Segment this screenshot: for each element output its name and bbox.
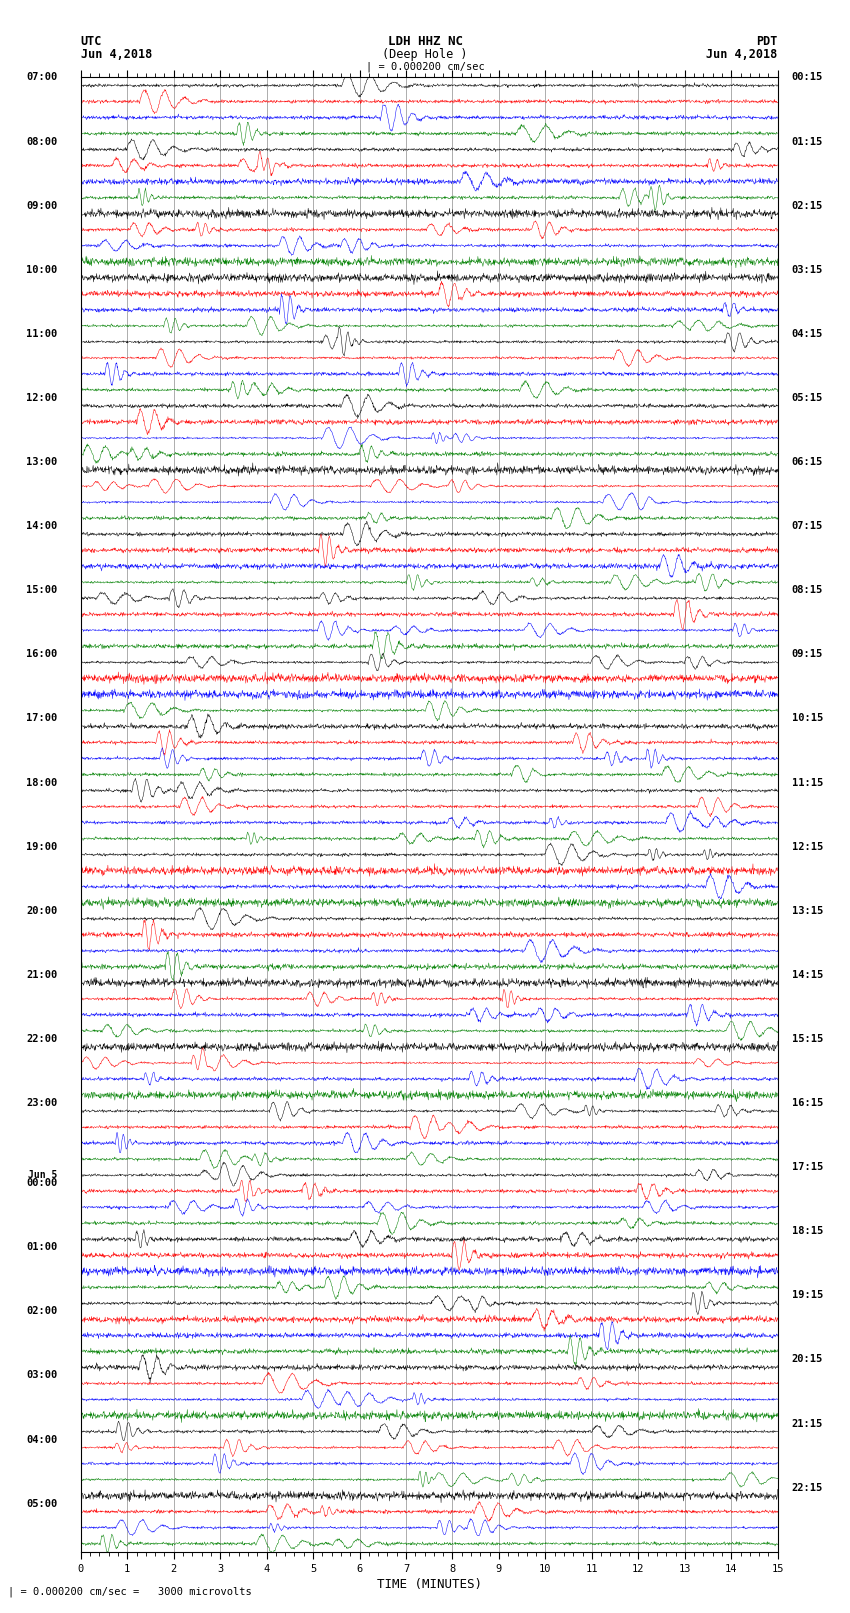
Text: Jun 4,2018: Jun 4,2018	[81, 48, 152, 61]
Text: 19:00: 19:00	[26, 842, 58, 852]
Text: 02:00: 02:00	[26, 1307, 58, 1316]
Text: 03:00: 03:00	[26, 1371, 58, 1381]
Text: 00:00: 00:00	[26, 1177, 58, 1189]
Text: 02:15: 02:15	[791, 200, 823, 211]
Text: 12:15: 12:15	[791, 842, 823, 852]
Text: 15:15: 15:15	[791, 1034, 823, 1044]
Text: 13:00: 13:00	[26, 456, 58, 468]
Text: 03:15: 03:15	[791, 265, 823, 274]
Text: 16:15: 16:15	[791, 1098, 823, 1108]
Text: 18:15: 18:15	[791, 1226, 823, 1236]
Text: 14:00: 14:00	[26, 521, 58, 531]
Text: 06:15: 06:15	[791, 456, 823, 468]
X-axis label: TIME (MINUTES): TIME (MINUTES)	[377, 1578, 482, 1590]
Text: 20:15: 20:15	[791, 1355, 823, 1365]
Text: 12:00: 12:00	[26, 394, 58, 403]
Text: 20:00: 20:00	[26, 907, 58, 916]
Text: 08:00: 08:00	[26, 137, 58, 147]
Text: 11:15: 11:15	[791, 777, 823, 787]
Text: 09:00: 09:00	[26, 200, 58, 211]
Text: 17:00: 17:00	[26, 713, 58, 723]
Text: PDT: PDT	[756, 35, 778, 48]
Text: 10:00: 10:00	[26, 265, 58, 274]
Text: 07:15: 07:15	[791, 521, 823, 531]
Text: 18:00: 18:00	[26, 777, 58, 787]
Text: 22:00: 22:00	[26, 1034, 58, 1044]
Text: 21:00: 21:00	[26, 969, 58, 979]
Text: 00:15: 00:15	[791, 73, 823, 82]
Text: 21:15: 21:15	[791, 1418, 823, 1429]
Text: (Deep Hole ): (Deep Hole )	[382, 48, 468, 61]
Text: | = 0.000200 cm/sec =   3000 microvolts: | = 0.000200 cm/sec = 3000 microvolts	[8, 1586, 252, 1597]
Text: Jun 5: Jun 5	[28, 1169, 58, 1181]
Text: 13:15: 13:15	[791, 907, 823, 916]
Text: 22:15: 22:15	[791, 1482, 823, 1492]
Text: 01:15: 01:15	[791, 137, 823, 147]
Text: Jun 4,2018: Jun 4,2018	[706, 48, 778, 61]
Text: 05:15: 05:15	[791, 394, 823, 403]
Text: 16:00: 16:00	[26, 650, 58, 660]
Text: 08:15: 08:15	[791, 586, 823, 595]
Text: 09:15: 09:15	[791, 650, 823, 660]
Text: 01:00: 01:00	[26, 1242, 58, 1252]
Text: 17:15: 17:15	[791, 1161, 823, 1173]
Text: 23:00: 23:00	[26, 1098, 58, 1108]
Text: 05:00: 05:00	[26, 1498, 58, 1508]
Text: 04:15: 04:15	[791, 329, 823, 339]
Text: | = 0.000200 cm/sec: | = 0.000200 cm/sec	[366, 61, 484, 73]
Text: 10:15: 10:15	[791, 713, 823, 723]
Text: LDH HHZ NC: LDH HHZ NC	[388, 35, 462, 48]
Text: 11:00: 11:00	[26, 329, 58, 339]
Text: UTC: UTC	[81, 35, 102, 48]
Text: 15:00: 15:00	[26, 586, 58, 595]
Text: 19:15: 19:15	[791, 1290, 823, 1300]
Text: 07:00: 07:00	[26, 73, 58, 82]
Text: 14:15: 14:15	[791, 969, 823, 979]
Text: 04:00: 04:00	[26, 1434, 58, 1445]
